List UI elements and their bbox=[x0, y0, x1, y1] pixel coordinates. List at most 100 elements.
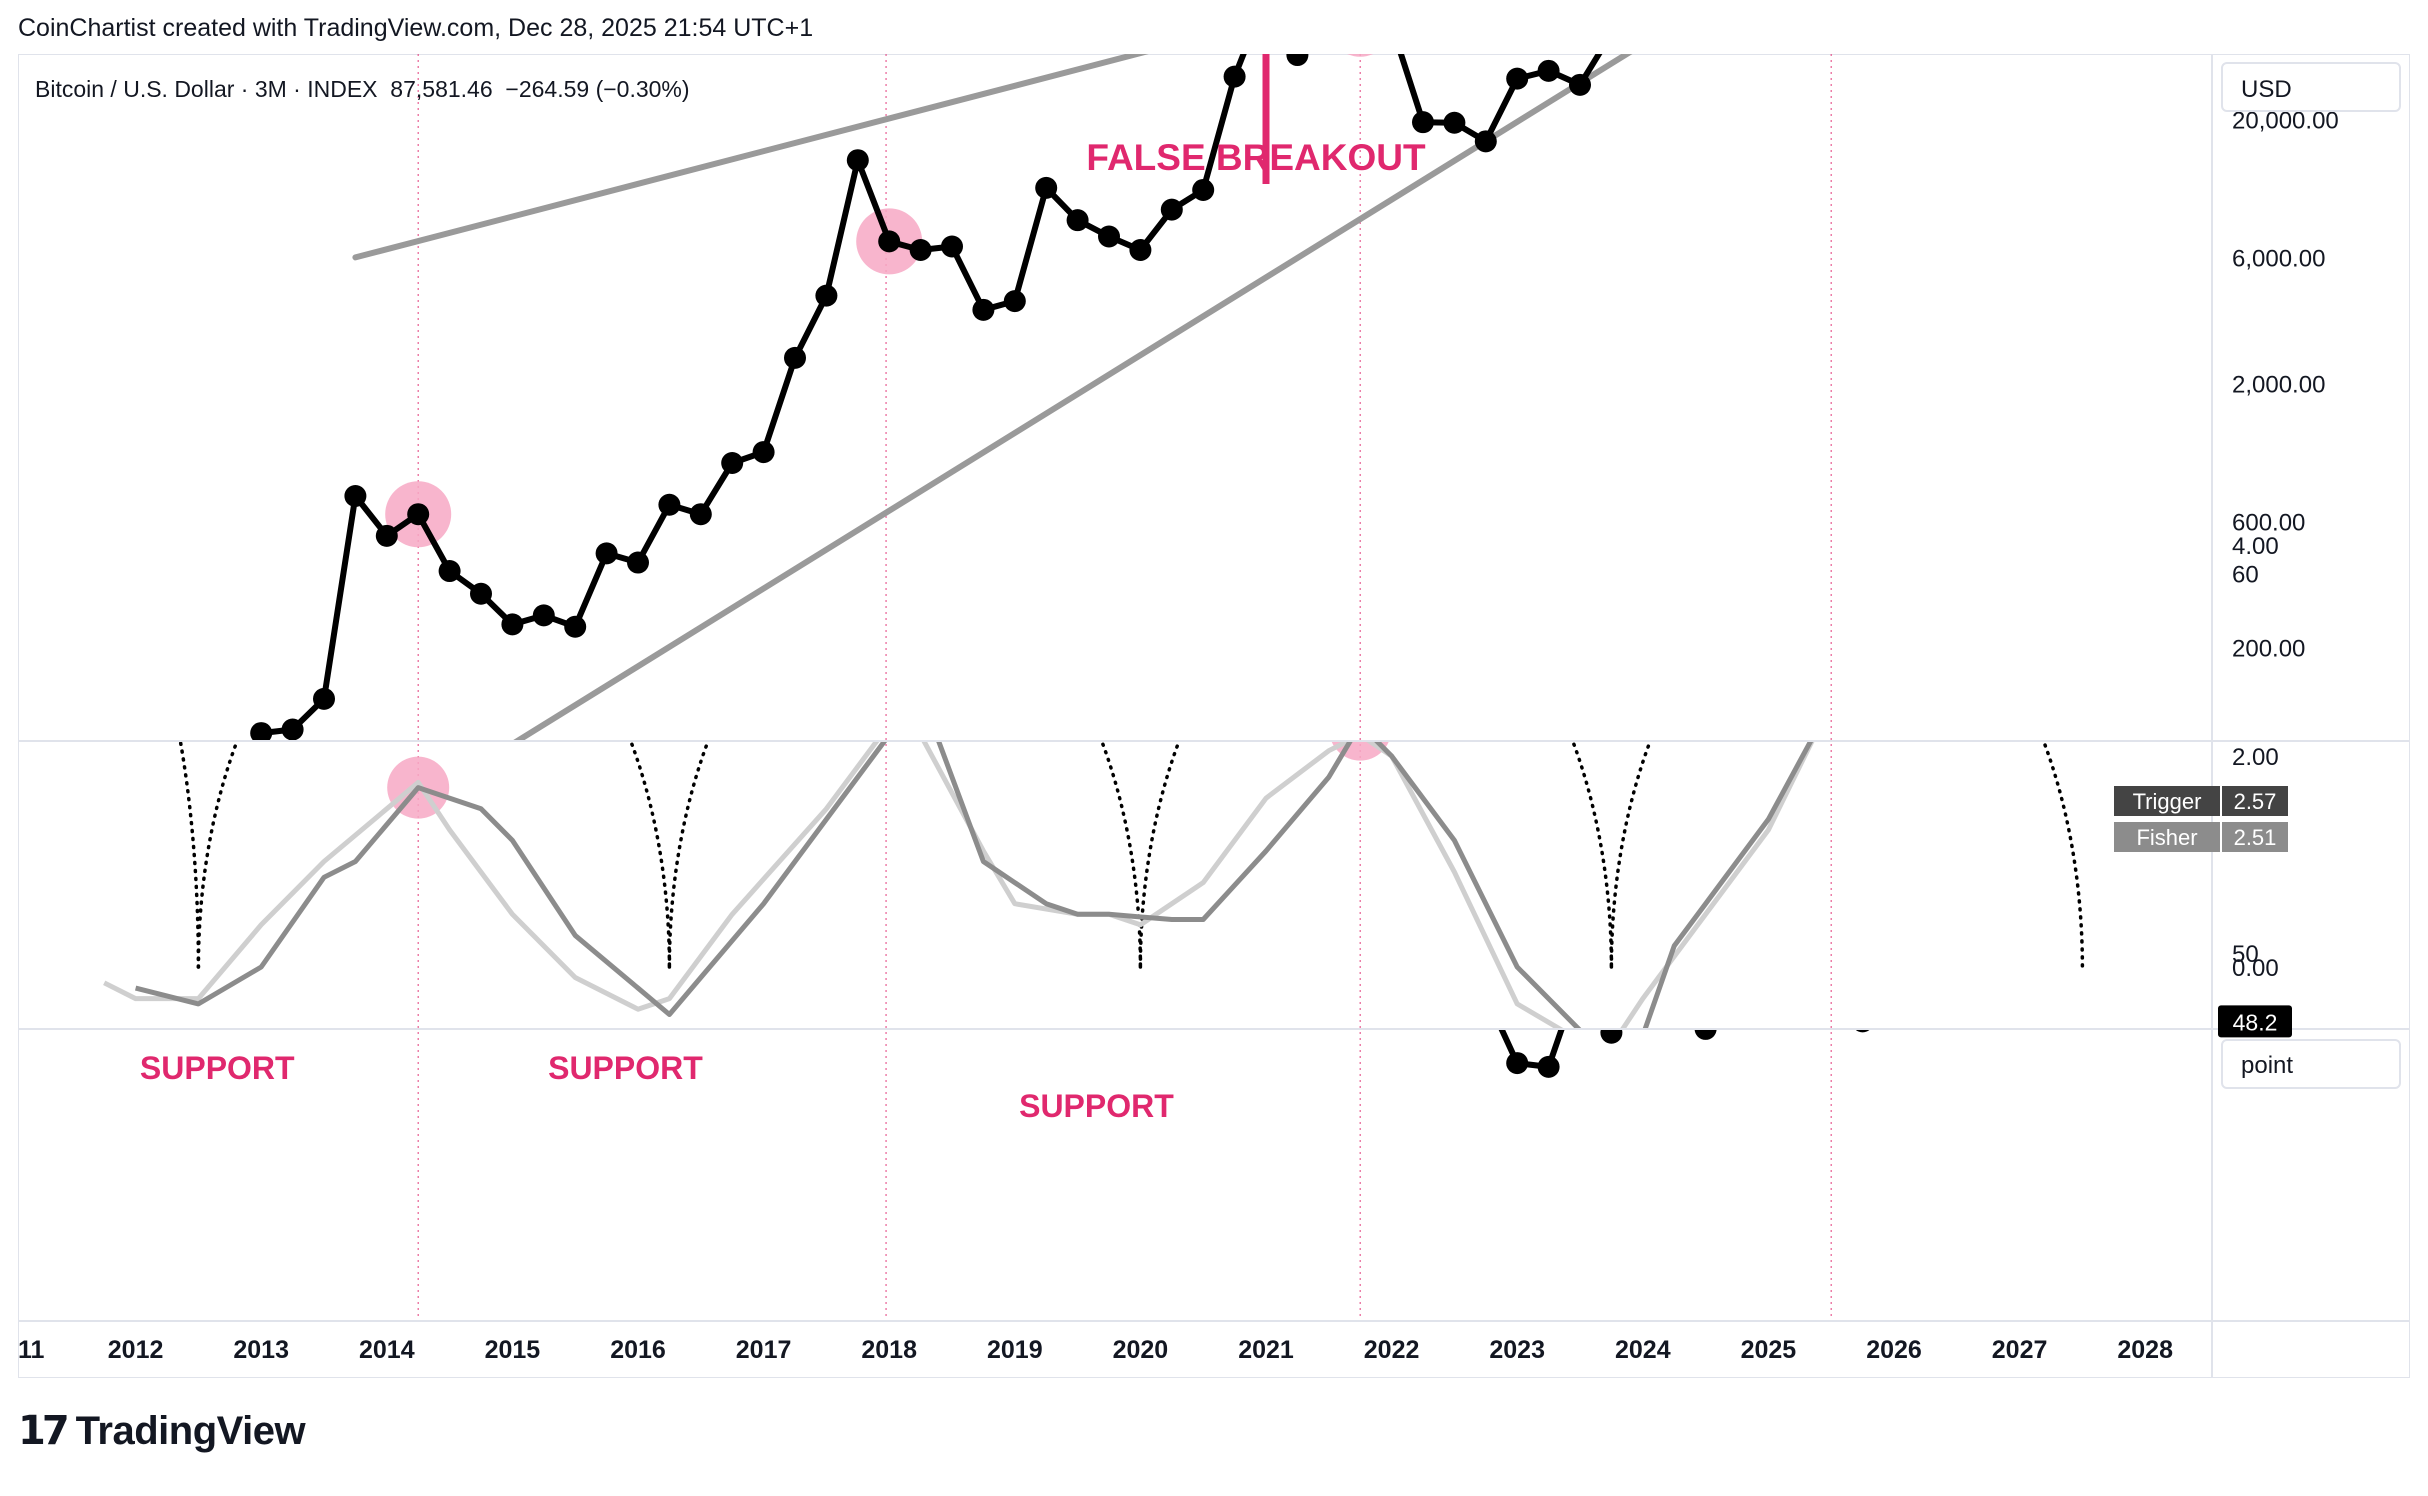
price-point bbox=[972, 298, 995, 321]
price-point bbox=[878, 230, 901, 253]
legend-value-badge bbox=[2222, 786, 2288, 816]
time-axis-tick: 2027 bbox=[1992, 1336, 2048, 1364]
point-marker bbox=[250, 874, 272, 896]
time-axis-tick: 2024 bbox=[1615, 1336, 1671, 1364]
point-marker bbox=[24, 543, 46, 565]
point-marker bbox=[439, 699, 461, 721]
price-axis-tick: 2,000.00 bbox=[2232, 371, 2325, 398]
point-marker bbox=[815, 555, 837, 577]
price-point bbox=[721, 452, 744, 474]
point-marker bbox=[972, 733, 994, 755]
point-marker bbox=[125, 612, 147, 634]
point-marker bbox=[1004, 726, 1026, 748]
point-marker bbox=[910, 562, 932, 584]
price-point bbox=[658, 493, 681, 516]
legend-value: 2.57 bbox=[2234, 789, 2277, 814]
cycle-panel bbox=[103, 651, 2085, 1028]
price-point bbox=[375, 524, 398, 547]
price-line bbox=[257, 54, 1603, 740]
time-axis-tick: 2018 bbox=[861, 1336, 917, 1364]
point-marker bbox=[1224, 543, 1246, 565]
price-point bbox=[1035, 176, 1058, 199]
price-point bbox=[470, 582, 492, 605]
legend-value: 2.51 bbox=[2234, 825, 2277, 850]
price-point bbox=[909, 239, 932, 262]
point-marker bbox=[219, 927, 241, 949]
cycle-axis-tick: 0.00 bbox=[2232, 955, 2279, 982]
price-axis-tick: 600.00 bbox=[2232, 510, 2305, 537]
point-marker bbox=[1192, 707, 1214, 729]
legend-name-badge bbox=[2114, 822, 2220, 852]
point-axis-tick: 60 bbox=[2232, 561, 2259, 588]
point-marker bbox=[878, 574, 900, 596]
point-marker bbox=[470, 695, 492, 717]
chart-frame bbox=[18, 54, 2410, 1378]
tradingview-logo[interactable]: 17 TradingView bbox=[18, 1408, 306, 1454]
axes-layer: 20,000.006,000.002,000.00600.00200.00USD… bbox=[18, 62, 2401, 1364]
cycle-highlight-circle bbox=[858, 651, 920, 713]
point-marker bbox=[1286, 532, 1308, 554]
time-axis-tick: 2016 bbox=[610, 1336, 666, 1364]
support-label: SUPPORT bbox=[548, 1050, 703, 1086]
cycle-arc bbox=[178, 742, 201, 969]
time-axis-tick: 2022 bbox=[1364, 1336, 1420, 1364]
price-point bbox=[1349, 13, 1371, 35]
price-point bbox=[1318, 18, 1340, 40]
time-axis-tick: 2026 bbox=[1866, 1336, 1922, 1364]
point-marker bbox=[1161, 843, 1183, 865]
false-breakout-label: FALSE BREAKOUT bbox=[1086, 137, 1426, 178]
price-point bbox=[564, 615, 587, 638]
currency-selector[interactable] bbox=[2221, 62, 2401, 112]
point-marker bbox=[1381, 654, 1403, 676]
time-axis-tick: 2028 bbox=[2117, 1336, 2173, 1364]
price-panel: FALSE BREAKOUT bbox=[250, 13, 1633, 740]
price-point bbox=[1066, 209, 1089, 232]
point-marker bbox=[721, 767, 743, 789]
time-axis-tick: 2012 bbox=[108, 1336, 164, 1364]
price-highlight-circle bbox=[1347, 54, 1374, 57]
trigger-line bbox=[103, 742, 1815, 1028]
point-marker bbox=[501, 855, 523, 877]
time-axis-tick: 2025 bbox=[1741, 1336, 1797, 1364]
point-marker bbox=[1537, 1055, 1560, 1078]
time-axis-tick: 2017 bbox=[736, 1336, 792, 1364]
point-marker bbox=[1663, 980, 1685, 1002]
point-marker bbox=[847, 574, 869, 596]
point-marker bbox=[1475, 984, 1497, 1006]
price-point bbox=[1192, 178, 1215, 201]
legend-name: Trigger bbox=[2133, 789, 2202, 814]
price-point bbox=[1412, 111, 1434, 134]
price-point bbox=[752, 441, 775, 464]
fisher-line bbox=[134, 742, 1814, 1028]
currency-label: USD bbox=[2241, 76, 2292, 103]
point-marker bbox=[1067, 984, 1089, 1006]
price-point bbox=[281, 718, 304, 740]
tradingview-wordmark: TradingView bbox=[75, 1408, 306, 1453]
point-marker bbox=[784, 691, 806, 713]
unit-selector[interactable] bbox=[2221, 1039, 2401, 1089]
last-point-value: 48.2 bbox=[2233, 1009, 2278, 1035]
price-point bbox=[501, 613, 524, 636]
support-label: SUPPORT bbox=[140, 1050, 295, 1086]
price-point bbox=[1286, 54, 1309, 67]
point-marker bbox=[1255, 380, 1277, 402]
point-marker bbox=[1789, 961, 1811, 983]
price-point bbox=[344, 485, 367, 508]
time-axis-tick: 2020 bbox=[1113, 1336, 1169, 1364]
cycle-arc bbox=[1609, 742, 2085, 969]
point-marker bbox=[690, 904, 712, 926]
price-point bbox=[595, 542, 618, 565]
point-marker bbox=[313, 741, 335, 763]
point-marker bbox=[56, 600, 78, 622]
price-point bbox=[1223, 65, 1246, 88]
time-axis-tick: 2013 bbox=[233, 1336, 289, 1364]
point-marker bbox=[1632, 919, 1654, 941]
point-marker bbox=[941, 566, 963, 588]
wedge-lower-line bbox=[513, 54, 1633, 740]
price-point bbox=[313, 687, 335, 710]
time-axis-tick: 2023 bbox=[1489, 1336, 1545, 1364]
price-point bbox=[689, 503, 712, 526]
time-axis-tick: 2021 bbox=[1238, 1336, 1294, 1364]
